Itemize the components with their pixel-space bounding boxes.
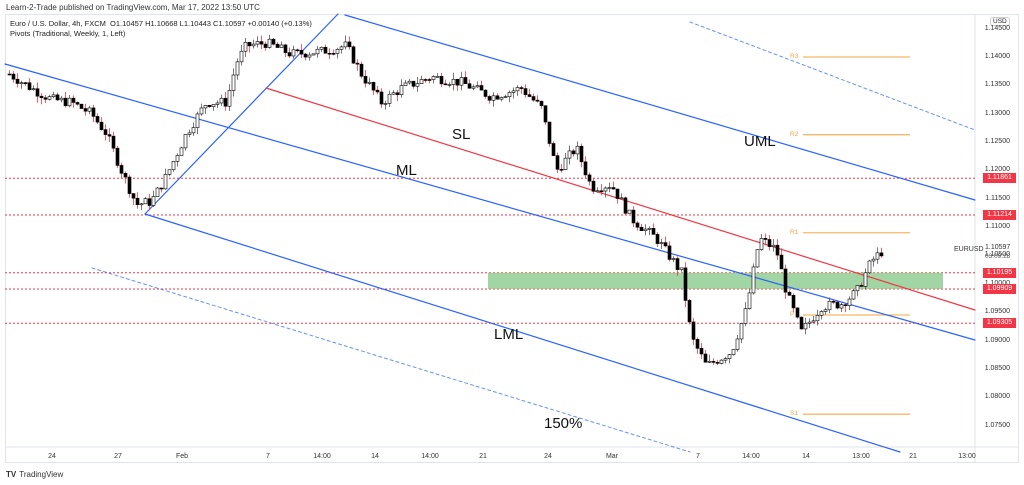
- price-level-tag: 1.11861: [983, 173, 1016, 184]
- time-tick: 21: [909, 453, 917, 460]
- annotation-uml: UML: [744, 133, 776, 150]
- price-level-tag: 1.10195: [983, 267, 1016, 278]
- price-tick: 1.11500: [985, 194, 1010, 202]
- pivot-lines: [803, 56, 910, 415]
- bar-countdown: 03:09:28: [985, 253, 1011, 260]
- time-tick: Mar: [605, 453, 619, 460]
- annotation-150pct: 150%: [544, 415, 583, 432]
- candlesticks: [7, 34, 884, 366]
- price-level-tag: 1.11214: [983, 209, 1016, 220]
- support-zone: [488, 272, 943, 289]
- time-tick: 14: [802, 453, 810, 460]
- price-tick: 1.07500: [984, 421, 1010, 429]
- time-tick: 14: [371, 453, 379, 460]
- upper-150pct-line: [689, 21, 976, 131]
- time-tick: 14:00: [313, 453, 331, 460]
- symbol-label: EURUSD: [954, 246, 984, 253]
- price-tick: 1.12500: [984, 138, 1010, 146]
- handle-line: [144, 13, 339, 215]
- time-tick: 13:00: [958, 453, 976, 460]
- time-tick: 14:00: [421, 453, 439, 460]
- tv-logo-icon: TV: [6, 470, 17, 479]
- published-line: Learn-2-Trade published on TradingView.c…: [6, 3, 260, 12]
- lower-median-line-lml: [144, 213, 901, 453]
- symbol-name: Euro / U.S. Dollar, 4h, FXCM: [10, 19, 106, 28]
- price-tick: 1.14000: [984, 53, 1010, 60]
- price-tick: 1.08000: [984, 393, 1010, 401]
- pivot-label: R3: [790, 53, 799, 60]
- time-tick: 7: [266, 453, 270, 460]
- price-tick: 1.09500: [984, 308, 1010, 316]
- time-tick: 21: [479, 453, 487, 460]
- time-tick: 14:00: [742, 453, 760, 460]
- annotation-lml: LML: [494, 326, 524, 343]
- price-tick: 1.09000: [984, 336, 1010, 344]
- currency-label: USD: [990, 17, 1010, 26]
- pivot-label: R2: [790, 130, 799, 138]
- price-tick: 1.14500: [984, 24, 1010, 32]
- price-tick: 1.08500: [984, 364, 1010, 372]
- price-tick: 1.13500: [984, 81, 1010, 89]
- symbol-legend[interactable]: Euro / U.S. Dollar, 4h, FXCM O1.10457 H1…: [10, 19, 312, 28]
- indicator-legend[interactable]: Pivots (Traditional, Weekly, 1, Left): [10, 29, 126, 38]
- price-level-tag: 1.09305: [983, 318, 1016, 329]
- pivot-label: R1: [790, 228, 799, 236]
- tradingview-logo[interactable]: TV TradingView: [6, 470, 63, 479]
- pivot-label: S1: [790, 410, 798, 418]
- median-line-ml: [4, 63, 976, 341]
- annotation-sl: SL: [452, 126, 471, 143]
- time-tick: 7: [696, 453, 700, 460]
- time-tick: 13:00: [852, 453, 870, 460]
- chart-frame: [5, 14, 1019, 463]
- last-price: 1.10597: [985, 244, 1011, 251]
- price-level-tag: 1.09909: [983, 283, 1016, 294]
- price-tick: 1.12000: [984, 166, 1010, 174]
- ohlc-values: O1.10457 H1.10668 L1.10443 C1.10597 +0.0…: [110, 19, 312, 28]
- time-tick: 27: [114, 453, 122, 460]
- price-tick: 1.11000: [985, 223, 1010, 231]
- brand-name: TradingView: [19, 470, 64, 479]
- time-tick: 24: [544, 453, 552, 460]
- upper-median-line-uml: [344, 14, 976, 201]
- pivot-label: P: [790, 310, 795, 318]
- time-tick: 24: [48, 453, 56, 460]
- annotation-ml: ML: [396, 162, 417, 179]
- price-tick: 1.13000: [984, 109, 1010, 117]
- price-tick: 1.10500: [984, 251, 1010, 259]
- line-150pct: [91, 267, 691, 453]
- price-tick: 1.10000: [970, 280, 1010, 287]
- time-tick: Feb: [175, 453, 189, 460]
